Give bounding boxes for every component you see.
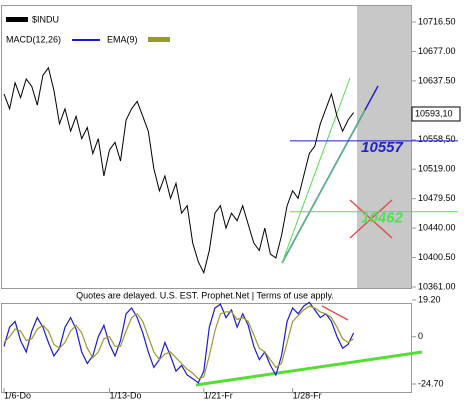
level-label: 10557 — [361, 139, 403, 156]
y-tick-label: 19.20 — [418, 294, 441, 304]
y-tick-label: 10361.00 — [418, 281, 456, 291]
legend-swatch — [6, 17, 28, 22]
x-tick-label: 1/21-Fr — [204, 390, 233, 400]
price-frame — [1, 5, 412, 289]
macd-frame — [1, 303, 412, 393]
y-tick-label: 10677.00 — [418, 46, 456, 56]
macd-trend — [321, 305, 349, 321]
y-tick-label: 10440.00 — [418, 222, 456, 232]
last-price-label: 10593,10 — [415, 108, 453, 118]
y-tick-label: 10558,50 — [418, 134, 456, 144]
legend-label: $INDU — [32, 14, 59, 24]
notice: Quotes are delayed. U.S. EST. Prophet.Ne… — [76, 290, 334, 300]
y-tick-label: 10716.50 — [418, 16, 456, 26]
y-tick-label: 10479.50 — [418, 193, 456, 203]
last-price-box — [411, 106, 461, 122]
y-tick-label: 10400.50 — [418, 252, 456, 262]
x-tick-label: 1/6-Do — [4, 390, 31, 400]
y-tick-label: 0 — [418, 331, 423, 341]
series-line — [3, 66, 355, 275]
x-tick-label: 1/28-Fr — [293, 390, 322, 400]
y-tick-label: 10519.00 — [418, 164, 456, 174]
macd-trend — [195, 350, 423, 387]
y-tick-label: -24.70 — [418, 378, 444, 388]
series-line — [3, 301, 355, 384]
trend-line — [281, 77, 351, 264]
trend-line — [281, 109, 366, 264]
level-label: 10462 — [361, 210, 403, 227]
y-tick-label: 10637.50 — [418, 75, 456, 85]
future-area — [357, 5, 412, 289]
legend-swatch — [148, 37, 170, 42]
cross-out — [349, 199, 393, 239]
legend-label: EMA(9) — [107, 34, 138, 44]
x-tick-label: 1/13-Do — [109, 390, 141, 400]
legend-label: MACD(12,26) — [6, 34, 61, 44]
series-line — [3, 305, 354, 380]
